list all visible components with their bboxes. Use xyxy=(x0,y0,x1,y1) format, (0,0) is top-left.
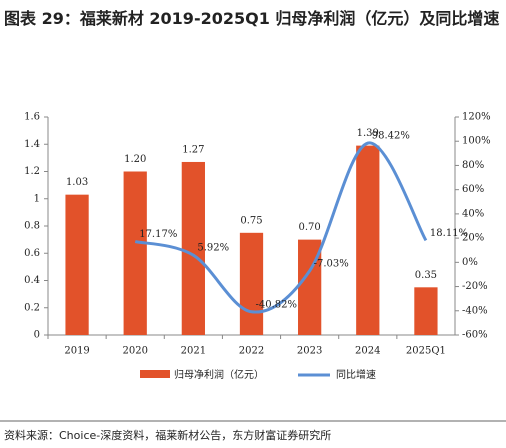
y-tick-label: 0.4 xyxy=(24,275,40,286)
bar-value-label: 1.27 xyxy=(182,144,204,155)
x-tick-label: 2021 xyxy=(181,346,206,357)
y2-tick-label: -40% xyxy=(462,305,488,316)
y2-tick-label: 0% xyxy=(462,257,478,268)
bar-value-label: 0.70 xyxy=(299,222,321,233)
y-tick-label: 0.8 xyxy=(24,221,40,232)
y-tick-label: 1.2 xyxy=(24,166,40,177)
x-tick-label: 2020 xyxy=(122,346,147,357)
bar xyxy=(356,145,380,335)
line xyxy=(134,141,428,314)
line-value-label: 18.11% xyxy=(430,228,468,239)
y-tick-label: 1.4 xyxy=(24,139,40,150)
x-tick-label: 2023 xyxy=(297,346,322,357)
bar xyxy=(181,161,205,335)
y2-tick-label: 120% xyxy=(462,112,491,123)
y2-tick-label: 60% xyxy=(462,184,484,195)
line-value-label: -7.03% xyxy=(314,258,349,269)
y-tick-label: 0.2 xyxy=(24,302,40,313)
bar xyxy=(123,171,147,335)
line-value-label: -40.82% xyxy=(256,299,298,310)
bar-value-label: 0.35 xyxy=(415,270,437,281)
bar-value-label: 0.75 xyxy=(240,215,262,226)
legend-label: 同比增速 xyxy=(336,368,376,381)
bar-value-label: 1.39 xyxy=(357,128,379,139)
line-value-label: 5.92% xyxy=(197,243,229,254)
y2-tick-label: 40% xyxy=(462,208,484,219)
y2-tick-label: -60% xyxy=(462,330,488,341)
y-tick-label: 1 xyxy=(34,193,40,204)
x-tick-label: 2024 xyxy=(355,346,380,357)
bar-value-label: 1.20 xyxy=(124,154,146,165)
y2-tick-label: -20% xyxy=(462,281,488,292)
x-tick-label: 2019 xyxy=(64,346,89,357)
line-value-label: 17.17% xyxy=(139,229,177,240)
x-tick-label: 2025Q1 xyxy=(406,346,446,357)
y2-tick-label: 100% xyxy=(462,136,491,147)
legend-label: 归母净利润（亿元） xyxy=(174,368,264,381)
y-tick-label: 1.6 xyxy=(24,112,40,123)
y2-tick-label: 80% xyxy=(462,160,484,171)
x-tick-label: 2022 xyxy=(239,346,264,357)
line-value-label: 98.42% xyxy=(372,131,410,142)
bar xyxy=(239,232,264,335)
y2-tick-label: 20% xyxy=(462,233,484,244)
legend-swatch xyxy=(140,370,170,378)
bar xyxy=(414,287,438,335)
y-tick-label: 0 xyxy=(34,330,40,341)
source: 资料来源：Choice-深度资料，福莱新材公告，东方财富证券研究所 xyxy=(4,428,331,442)
chart-title: 图表 29：福莱新材 2019-2025Q1 归母净利润（亿元）及同比增速 xyxy=(4,9,499,28)
bar xyxy=(65,194,89,335)
y-tick-label: 0.6 xyxy=(24,248,40,259)
bar-value-label: 1.03 xyxy=(66,177,88,188)
